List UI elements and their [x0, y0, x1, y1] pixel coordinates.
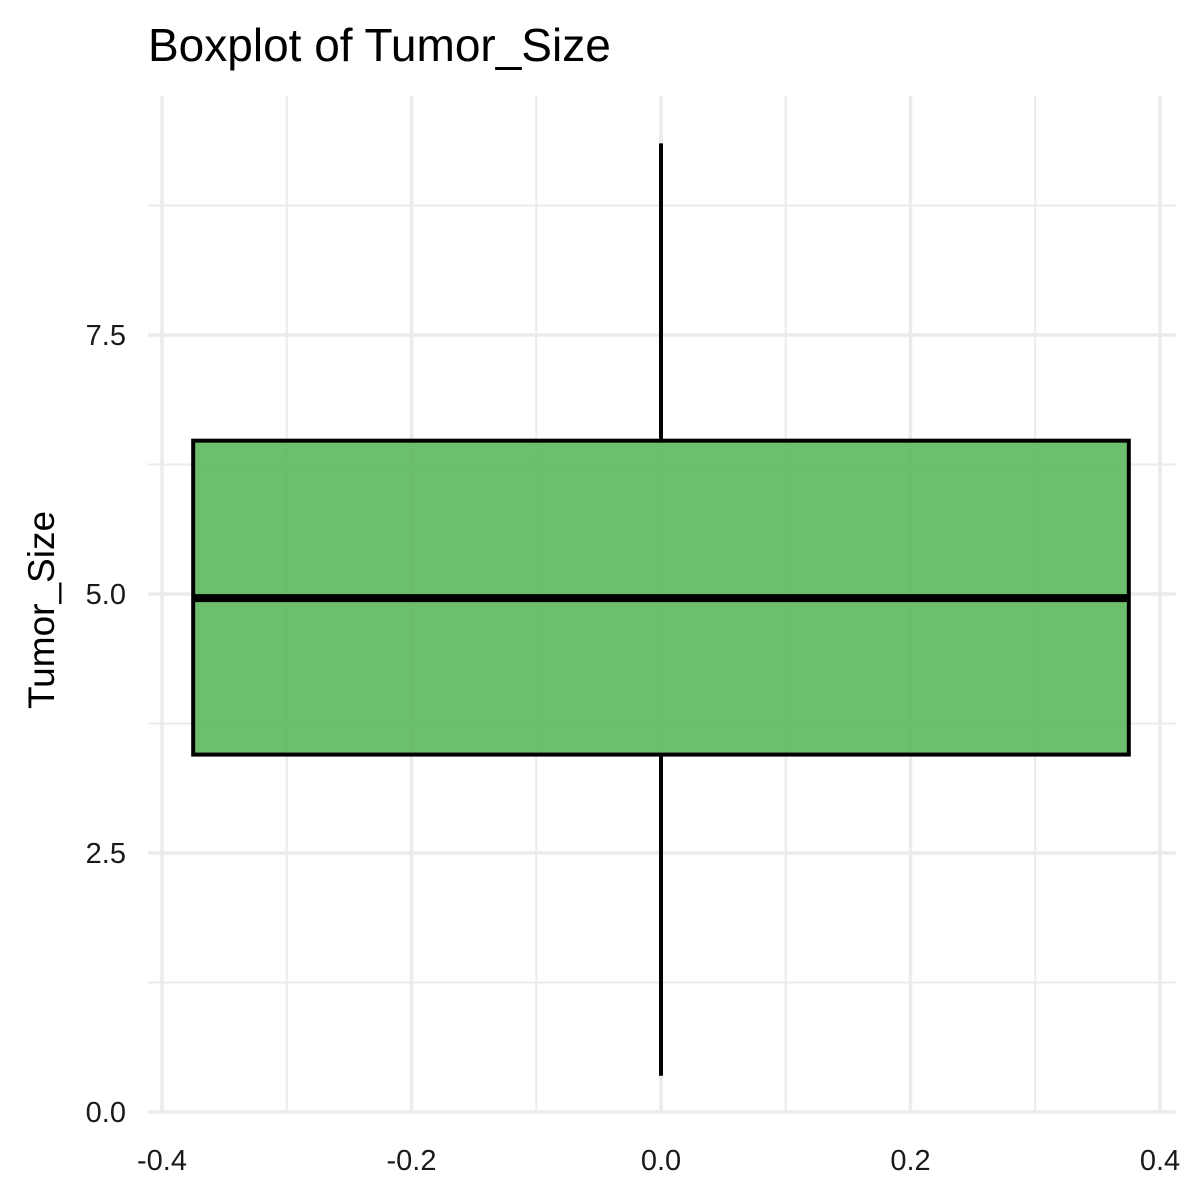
x-tick-label: 0.4	[1140, 1145, 1180, 1177]
y-tick-label: 5.0	[86, 579, 126, 611]
y-tick-label: 0.0	[86, 1097, 126, 1129]
x-tick-label: 0.2	[890, 1145, 930, 1177]
x-axis-ticks: -0.4 -0.2 0.0 0.2 0.4	[137, 1145, 1180, 1177]
x-tick-label: -0.2	[387, 1145, 437, 1177]
x-tick-label: -0.4	[137, 1145, 187, 1177]
y-tick-label: 7.5	[86, 320, 126, 352]
x-tick-label: 0.0	[641, 1145, 681, 1177]
boxplot	[191, 143, 1131, 1076]
y-tick-label: 2.5	[86, 838, 126, 870]
chart-title: Boxplot of Tumor_Size	[148, 19, 611, 71]
y-axis-title: Tumor_Size	[21, 511, 62, 709]
y-axis-ticks: 0.0 2.5 5.0 7.5	[86, 320, 126, 1129]
